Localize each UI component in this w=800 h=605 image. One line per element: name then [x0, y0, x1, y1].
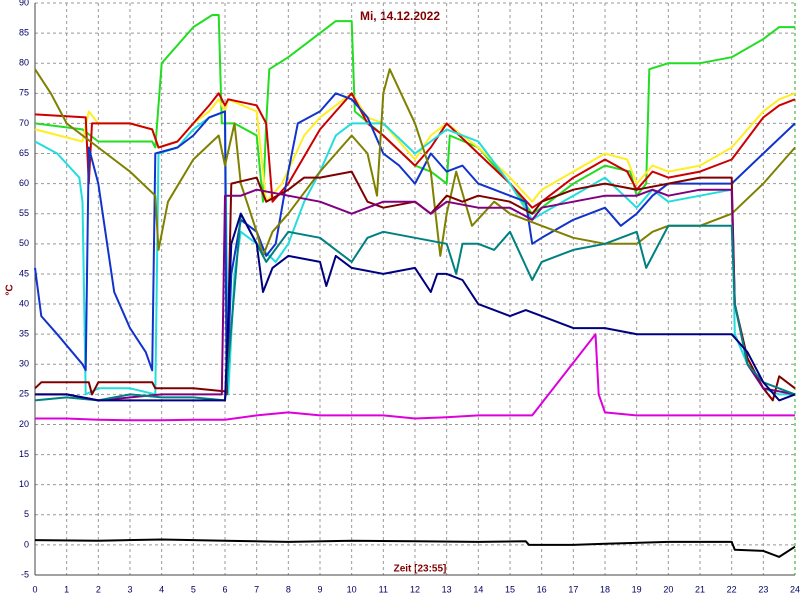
y-axis-label: °C	[5, 284, 16, 295]
y-tick-label: 60	[19, 178, 29, 188]
y-tick-label: 65	[19, 148, 29, 158]
y-tick-label: 80	[19, 58, 29, 68]
x-tick-label: 14	[473, 584, 483, 594]
x-tick-label: 19	[632, 584, 642, 594]
series-line	[34, 538, 796, 558]
x-tick-label: 15	[505, 584, 515, 594]
x-tick-label: 7	[254, 584, 259, 594]
x-tick-label: 9	[317, 584, 322, 594]
series-line	[35, 333, 795, 422]
y-tick-label: 15	[19, 449, 29, 459]
x-tick-label: 23	[758, 584, 768, 594]
chart-title: Mi, 14.12.2022	[360, 9, 440, 23]
y-tick-label: 40	[19, 298, 29, 308]
y-tick-label: 10	[19, 479, 29, 489]
x-tick-label: 16	[537, 584, 547, 594]
series-line	[35, 188, 796, 402]
x-tick-label: 20	[663, 584, 673, 594]
y-tick-label: 20	[19, 419, 29, 429]
series-line	[34, 92, 796, 396]
y-tick-label: 75	[19, 88, 29, 98]
x-tick-label: 6	[222, 584, 227, 594]
y-tick-label: 90	[19, 0, 29, 7]
y-tick-label: 55	[19, 208, 29, 218]
y-tick-label: 30	[19, 359, 29, 369]
y-tick-label: 5	[24, 509, 29, 519]
y-tick-label: 50	[19, 238, 29, 248]
x-tick-label: 11	[379, 584, 388, 594]
y-tick-label: 45	[19, 268, 29, 278]
y-tick-label: 0	[24, 539, 29, 549]
x-tick-label: 21	[695, 584, 705, 594]
x-tick-label: 17	[568, 584, 578, 594]
x-axis-label: Zeit [23:55]	[394, 564, 447, 575]
y-tick-label: 25	[19, 389, 29, 399]
x-tick-label: 4	[159, 584, 164, 594]
series-line	[34, 110, 795, 396]
y-tick-label: 85	[19, 27, 29, 37]
x-tick-label: 12	[410, 584, 420, 594]
x-tick-label: 22	[727, 584, 737, 594]
x-tick-label: 0	[32, 584, 37, 594]
x-tick-label: 3	[127, 584, 132, 594]
x-tick-label: 2	[96, 584, 101, 594]
x-tick-label: 13	[442, 584, 452, 594]
y-tick-label: 35	[19, 329, 29, 339]
series-line	[34, 68, 796, 257]
x-tick-label: 10	[347, 584, 357, 594]
series-line	[35, 212, 796, 402]
x-tick-label: 24	[790, 584, 800, 594]
y-tick-label: 70	[19, 118, 29, 128]
y-tick-label: -5	[21, 569, 29, 579]
x-tick-label: 18	[600, 584, 610, 594]
x-tick-label: 5	[191, 584, 196, 594]
x-tick-label: 8	[286, 584, 291, 594]
x-tick-label: 1	[64, 584, 69, 594]
